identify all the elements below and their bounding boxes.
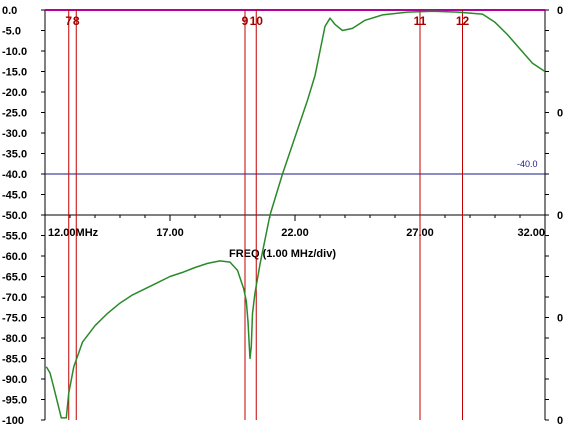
y-tick-label: -20.0	[2, 87, 27, 99]
y-tick-label: -55.0	[2, 231, 27, 243]
y-tick-label: 0.0	[2, 5, 17, 17]
y-tick-label: -50.0	[2, 210, 27, 222]
trace-line	[45, 10, 546, 419]
y-tick-label: -100	[2, 415, 24, 427]
y-tick-label: -35.0	[2, 149, 27, 161]
x-tick-label: 12.00MHz	[48, 227, 99, 239]
right-axis-label: 0	[557, 5, 563, 17]
x-tick-label: 22.00	[281, 227, 309, 239]
y-tick-label: -70.0	[2, 292, 27, 304]
y-tick-label: -25.0	[2, 108, 27, 120]
marker-label: 10	[250, 14, 264, 28]
y-tick-label: -85.0	[2, 354, 27, 366]
reference-line-label: -40.0	[517, 159, 538, 169]
y-tick-label: -75.0	[2, 313, 27, 325]
marker-label: 11	[414, 14, 427, 28]
y-tick-label: -60.0	[2, 251, 27, 263]
y-tick-label: -90.0	[2, 374, 27, 386]
right-axis-label: 0	[557, 415, 563, 427]
y-tick-label: -10.0	[2, 46, 27, 58]
y-tick-label: -15.0	[2, 67, 27, 79]
y-tick-label: -65.0	[2, 272, 27, 284]
x-tick-label: 17.00	[156, 227, 184, 239]
y-tick-label: -95.0	[2, 395, 27, 407]
marker-label: 7	[65, 14, 72, 28]
marker-label: 8	[73, 14, 80, 28]
y-tick-label: -5.0	[2, 26, 21, 38]
marker-label: 9	[242, 14, 249, 28]
y-tick-label: -45.0	[2, 190, 27, 202]
x-tick-label: 32.00	[517, 227, 545, 239]
right-axis-label: 0	[557, 313, 563, 325]
y-tick-label: -30.0	[2, 128, 27, 140]
y-tick-label: -40.0	[2, 169, 27, 181]
marker-label: 12	[456, 14, 470, 28]
y-tick-label: -80.0	[2, 333, 27, 345]
right-axis-label: 0	[557, 108, 563, 120]
right-axis-label: 0	[557, 210, 563, 222]
